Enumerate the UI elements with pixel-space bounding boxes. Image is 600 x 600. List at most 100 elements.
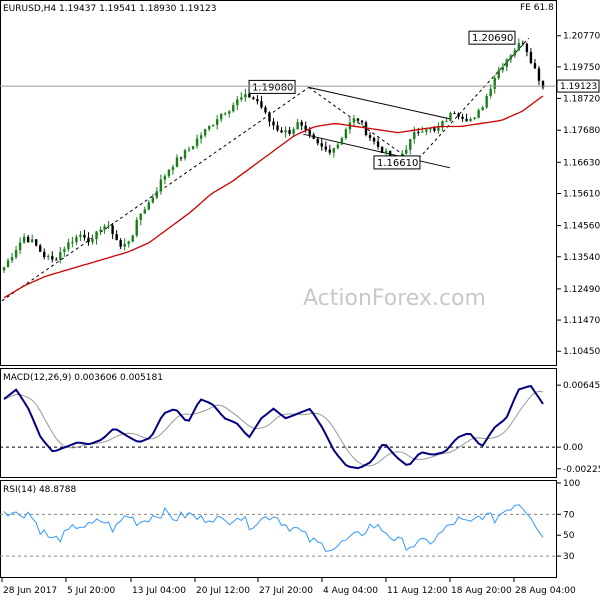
candle-body (119, 240, 122, 247)
candle-body (34, 239, 38, 246)
price-tick-label: 1.17680 (563, 126, 600, 136)
price-tick-label: 1.19750 (563, 63, 600, 73)
x-tick-label: 4 Aug 04:00 (323, 586, 378, 596)
macd-main-line (3, 384, 544, 470)
candle-body (75, 236, 78, 243)
header-open: 1.19437 (56, 4, 96, 14)
price-tick-label: 1.13540 (563, 253, 600, 263)
x-tick-label: 18 Aug 20:00 (451, 586, 512, 596)
candle-body (59, 251, 62, 260)
candle-body (135, 220, 138, 236)
candle-body (211, 124, 215, 127)
candle-body (207, 126, 211, 130)
price-tick-label: 1.18720 (563, 94, 600, 104)
candle-body (123, 243, 126, 247)
current-price-label: 1.19123 (560, 82, 597, 92)
candle-body (276, 125, 279, 131)
macd-panel-frame (0, 368, 557, 478)
rsi-tick-label: 50 (563, 531, 575, 541)
candle-body (352, 118, 356, 123)
candle-body (139, 213, 142, 221)
rsi-panel-frame (0, 480, 557, 578)
candle-body (183, 150, 187, 159)
candle-body (405, 149, 408, 154)
candle-body (131, 235, 134, 242)
price-annotation-label: 1.16610 (377, 158, 418, 169)
candle-body (71, 242, 74, 244)
candle-body (199, 135, 203, 139)
rsi-label: RSI(14) 48.8788 (3, 485, 76, 495)
candle-body (445, 120, 448, 122)
fe-label: FE 61.8 (520, 3, 554, 13)
price-annotation-label: 1.19080 (252, 82, 293, 93)
candle-body (191, 146, 195, 150)
price-tick-label: 1.20770 (563, 32, 600, 42)
candle-body (236, 99, 239, 106)
rsi-line (3, 504, 544, 552)
candle-body (461, 116, 464, 119)
candle-body (195, 138, 199, 147)
candle-body (260, 101, 263, 108)
candle-body (115, 234, 118, 241)
candle-body (525, 43, 529, 52)
candle-body (497, 70, 500, 78)
candle-body (111, 225, 114, 235)
candle-body (252, 97, 255, 100)
candle-body (268, 112, 271, 122)
candle-body (55, 259, 58, 261)
candle-body (425, 129, 428, 132)
candle-body (376, 141, 380, 147)
macd-signal-line (3, 390, 544, 467)
candle-body (308, 129, 311, 135)
candle-body (224, 113, 227, 115)
candle-body (232, 105, 235, 112)
candle-body (187, 149, 191, 151)
candle-body (280, 130, 283, 133)
candle-body (284, 130, 287, 133)
x-tick-label: 11 Aug 12:00 (387, 586, 448, 596)
candle-body (163, 176, 167, 180)
header-high: 1.19541 (96, 4, 136, 14)
macd-label: MACD(12,26,9) 0.003606 0.005181 (3, 373, 163, 383)
rsi-tick-label: 70 (563, 510, 575, 520)
candle-body (220, 113, 223, 120)
candle-body (304, 125, 307, 130)
candle-body (14, 250, 18, 258)
candle-body (477, 110, 480, 118)
candle-body (481, 107, 484, 111)
candle-body (248, 94, 251, 98)
candle-body (368, 135, 372, 138)
candle-body (91, 239, 94, 243)
candle-body (83, 234, 86, 238)
candle-body (215, 119, 219, 125)
candle-body (320, 143, 323, 147)
candle-body (521, 43, 525, 45)
candle-body (127, 241, 130, 244)
candle-body (99, 229, 102, 232)
price-annotation-label: 1.20690 (472, 33, 513, 44)
candle-body (469, 118, 472, 122)
candle-body (336, 144, 340, 149)
candle-body (203, 129, 207, 136)
candle-body (533, 63, 537, 69)
candle-body (360, 120, 364, 123)
candle-body (296, 122, 299, 130)
channel-top-line (308, 86, 451, 120)
candle-body (175, 157, 179, 167)
candle-body (151, 197, 155, 203)
candle-body (537, 68, 541, 81)
candle-body (457, 113, 460, 117)
header-symbol: EURUSD,H4 (3, 4, 56, 14)
candle-body (63, 249, 66, 252)
candle-body (179, 157, 183, 159)
candle-body (155, 191, 159, 198)
retrace-dashed-line (308, 86, 415, 164)
candle-body (453, 113, 456, 115)
x-tick-label: 20 Jul 12:00 (196, 586, 250, 596)
candle-body (67, 242, 70, 250)
rsi-tick-label: 100 (563, 479, 580, 489)
macd-tick-label: 0.006454 (563, 381, 600, 391)
candle-body (529, 51, 533, 64)
candle-body (316, 138, 319, 144)
